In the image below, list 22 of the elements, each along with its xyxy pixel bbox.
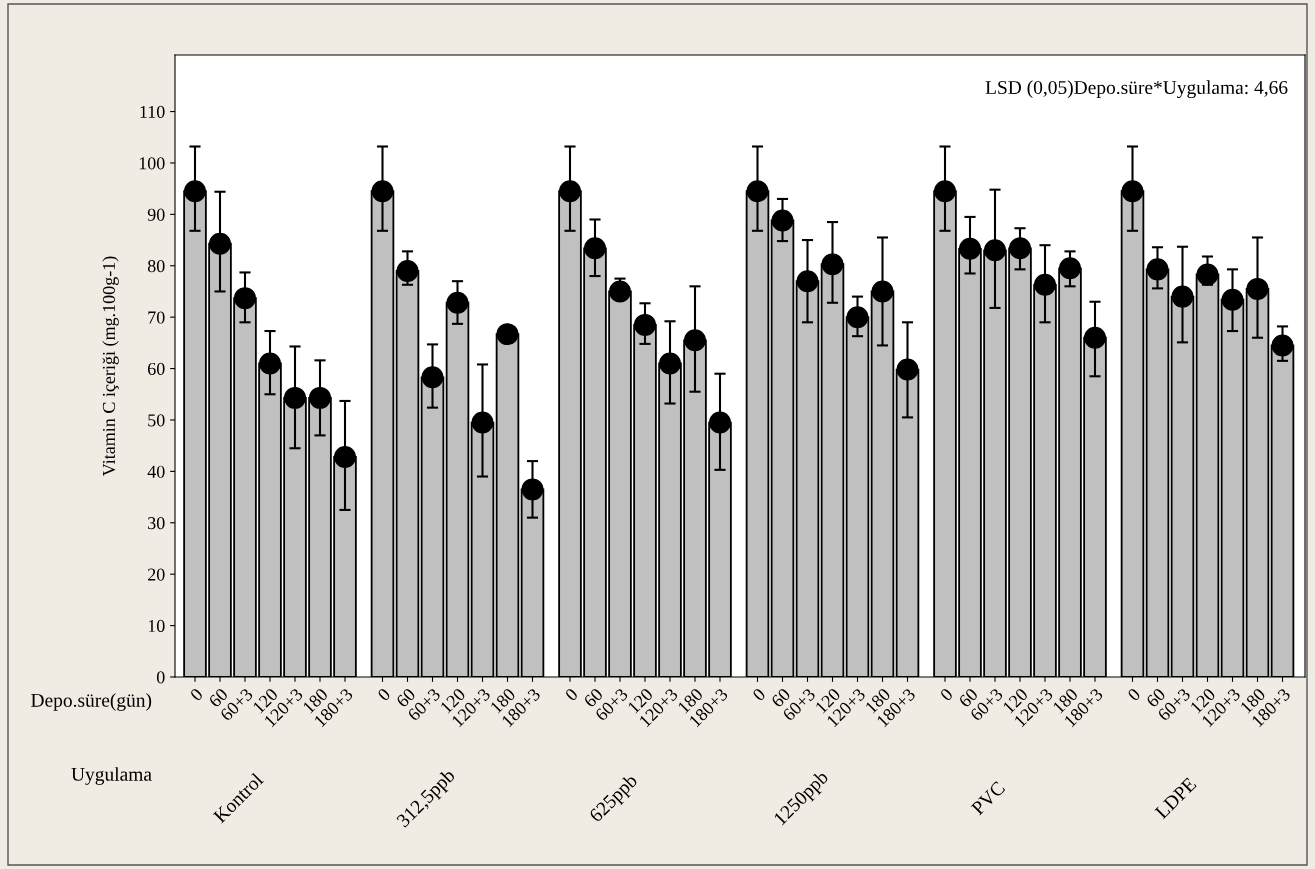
- y-tick-label: 50: [148, 414, 165, 427]
- x-tick-label: 0: [376, 687, 391, 702]
- annotation: LSD (0,05)Depo.süre*Uygulama: 4,66: [985, 80, 1288, 99]
- y-tick-label: 70: [148, 311, 165, 324]
- text: Depo.süre(gün): [31, 693, 152, 711]
- y-tick-label: 90: [147, 208, 165, 221]
- y-axis-title: Vitamin C içeriği (mg.100g-1): [102, 256, 119, 477]
- y-tick-label: 100: [139, 157, 165, 170]
- x-tick-label: 0: [751, 687, 766, 702]
- y-tick-label: 20: [148, 568, 165, 581]
- y-tick-label: 80: [147, 260, 165, 273]
- x-tick-label: 0: [939, 687, 954, 702]
- y-tick-label: 60: [148, 362, 165, 376]
- x-tick-label: 0: [564, 687, 579, 702]
- y-tick-label: 110: [140, 105, 165, 118]
- x-tick-label: 0: [1126, 687, 1141, 702]
- y-tick-label: 30: [148, 517, 165, 530]
- y-tick-label: 0: [156, 671, 165, 684]
- y-tick-label: 10: [148, 619, 165, 633]
- text: Uygulama: [71, 767, 152, 785]
- x-tick-label: 0: [189, 687, 204, 702]
- y-tick-label: 40: [147, 465, 165, 478]
